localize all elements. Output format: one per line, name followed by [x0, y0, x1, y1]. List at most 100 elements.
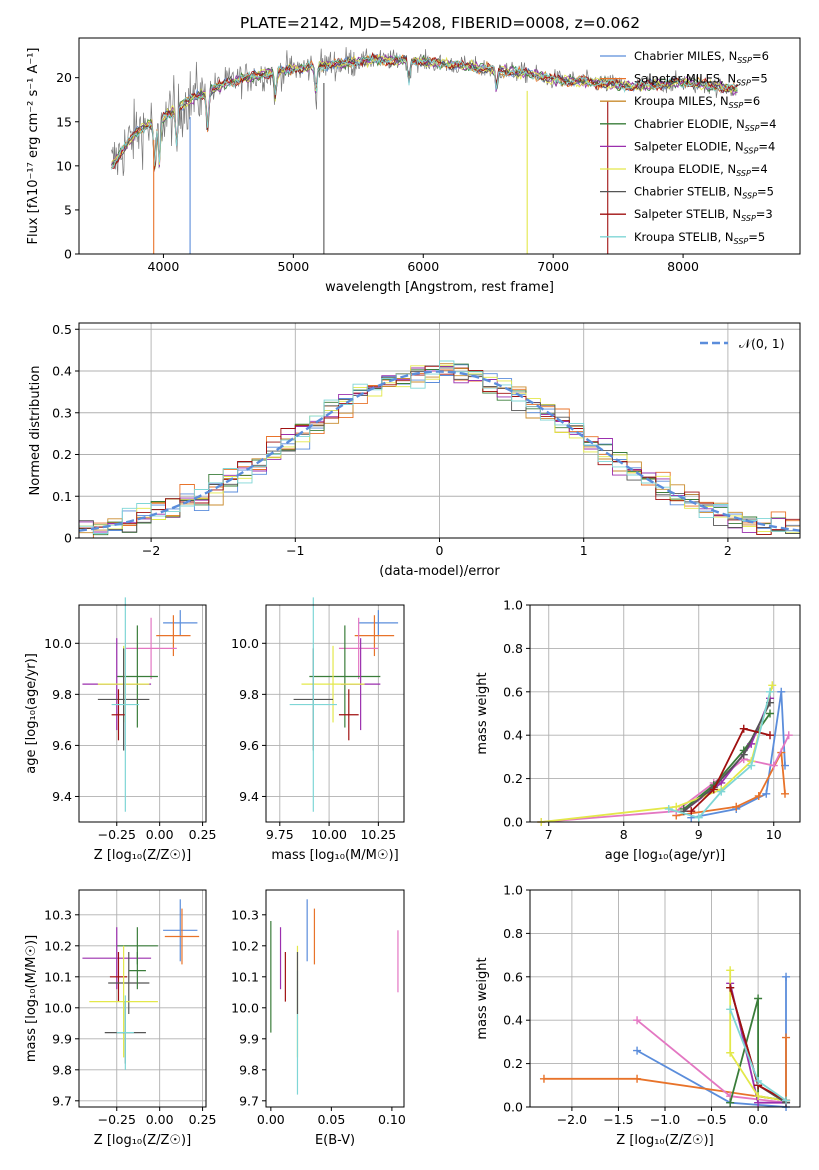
ytick-label: 0.6 — [503, 684, 523, 699]
ytick-label: 10.2 — [44, 938, 72, 953]
xtick-label: −0.25 — [98, 827, 136, 842]
xtick-label: 2 — [724, 543, 732, 558]
weight-line-salpeter-stelib — [690, 727, 771, 812]
weight-marker — [664, 804, 673, 813]
legend-entry: Kroupa MILES, NSSP=6 — [634, 94, 760, 110]
model-line-salpeter-stelib — [111, 51, 738, 170]
ytick-label: 0.0 — [503, 815, 523, 830]
weight-marker — [726, 1098, 735, 1107]
ytick-label: 5 — [64, 202, 72, 217]
ytick-label: 9.8 — [52, 1062, 72, 1077]
histogram-lines — [79, 360, 800, 538]
x-axis-label: (data-model)/error — [379, 564, 500, 579]
xtick-label: 10.25 — [360, 827, 396, 842]
xtick-label: 10.00 — [311, 827, 347, 842]
E-BV-panel: 0.00 0.05 0.10 9.7 9.8 9.9 10.0 10.1 10.2 10.3 E(B… — [231, 889, 406, 1148]
ytick-label: 0.4 — [503, 1013, 523, 1028]
weight-line-chabrier-stelib — [683, 702, 771, 812]
ytick-label: 9.7 — [52, 1093, 72, 1108]
ytick-label: 0.0 — [503, 1100, 523, 1115]
ytick-label: 0.5 — [52, 322, 72, 337]
ytick-label: 9.8 — [239, 687, 259, 702]
weight-marker — [769, 761, 778, 770]
ytick-label: 0 — [64, 247, 72, 262]
ytick-label: 0 — [64, 531, 72, 546]
ytick-label: 10 — [56, 158, 72, 173]
xtick-label: 0.25 — [189, 1112, 217, 1127]
axes-frame — [78, 604, 207, 823]
weight-marker — [781, 789, 789, 798]
weight-line-salpeter-miles — [544, 1037, 787, 1102]
axes-frame — [265, 604, 405, 823]
ytick-label: 0.2 — [503, 771, 523, 786]
weight-marker — [633, 1046, 642, 1055]
ytick-label: 10.0 — [44, 636, 72, 651]
weight-line-salpeter-elodie — [683, 697, 771, 812]
legend-entry: Salpeter ELODIE, NSSP=4 — [634, 139, 775, 155]
ytick-label: 9.6 — [52, 738, 72, 753]
legend-entry: Salpeter MILES, NSSP=5 — [634, 72, 768, 88]
weight-marker — [539, 1074, 548, 1083]
normal-curve — [79, 370, 800, 532]
mass-weight-vs-Z-panel: −2.0 −1.5 −1.0 −0.5 0.0 0.0 0.2 0.4 0.6 0.8 1.0 Z [… — [475, 883, 801, 1148]
spectrum-lines — [111, 47, 738, 254]
x-axis-label: Z [log₁₀(Z/Z☉)] — [616, 1133, 713, 1148]
weight-marker — [782, 1096, 791, 1105]
ytick-label: 9.8 — [239, 1062, 259, 1077]
mass-vs-Z-panel: −0.25 0.00 0.25 9.7 9.8 9.9 10.0 10.1 10.2 10.3 Z … — [24, 889, 217, 1148]
xtick-label: 0.10 — [378, 1112, 406, 1127]
weight-marker — [687, 807, 696, 816]
x-axis-label: E(B-V) — [315, 1133, 355, 1148]
xtick-label: −1 — [286, 543, 304, 558]
xtick-label: 9.75 — [266, 827, 294, 842]
weight-line-kroupa-elodie — [541, 685, 774, 823]
weight-marker — [754, 791, 763, 800]
x-axis-label: Z [log₁₀(Z/Z☉)] — [94, 848, 191, 863]
y-axis-label: Normed distribution — [28, 366, 43, 496]
weight-marker — [726, 966, 735, 975]
xtick-label: 0.0 — [748, 1112, 768, 1127]
weight-marker — [739, 724, 748, 733]
weight-marker — [726, 1005, 735, 1014]
xtick-label: −2 — [142, 543, 160, 558]
legend-entry: Kroupa ELODIE, NSSP=4 — [634, 162, 768, 178]
ytick-label: 0.2 — [503, 1056, 523, 1071]
xtick-label: 0.00 — [146, 827, 174, 842]
y-axis-label: age [log₁₀(age/yr)] — [24, 653, 39, 774]
weight-marker — [709, 785, 718, 794]
xtick-label: 0.00 — [146, 1112, 174, 1127]
legend-entry: Chabrier ELODIE, NSSP=4 — [634, 117, 776, 133]
legend-entry: Chabrier STELIB, NSSP=5 — [634, 185, 774, 201]
weight-marker — [782, 1033, 791, 1042]
x-axis-label: wavelength [Angstrom, rest frame] — [325, 280, 554, 295]
weight-marker — [768, 681, 777, 690]
weight-marker — [672, 802, 681, 811]
weight-marker — [766, 709, 774, 718]
x-axis-label: age [log₁₀(age/yr)] — [605, 848, 726, 863]
weight-marker — [754, 1076, 763, 1085]
legend-entry: Salpeter STELIB, NSSP=3 — [634, 207, 773, 223]
weight-marker — [694, 813, 703, 822]
x-axis-label: mass [log₁₀(M/M☉)] — [271, 848, 398, 863]
xtick-label: −0.5 — [696, 1112, 726, 1127]
xtick-label: 4000 — [148, 259, 180, 274]
ytick-label: 0.4 — [52, 364, 72, 379]
xtick-label: 7 — [545, 827, 553, 842]
xtick-label: 0.25 — [189, 827, 217, 842]
xtick-label: −0.25 — [98, 1112, 136, 1127]
age-vs-mass-panel: 9.75 10.00 10.25 9.4 9.6 9.8 10.0 mass [log₁₀(M… — [231, 597, 405, 863]
mass-weight-vs-age-panel: 7 8 9 10 0.0 0.2 0.4 0.6 0.8 1.0 age [log₁₀(age/yr… — [475, 598, 801, 863]
xtick-label: 10 — [766, 827, 782, 842]
ytick-label: 0.8 — [503, 926, 523, 941]
ytick-label: 10.0 — [231, 1000, 259, 1015]
xtick-label: −1.0 — [650, 1112, 680, 1127]
ytick-label: 9.9 — [239, 1031, 259, 1046]
ytick-label: 10.2 — [231, 938, 259, 953]
figure-title: PLATE=2142, MJD=54208, FIBERID=0008, z=0… — [240, 14, 640, 32]
axes-frame — [265, 889, 405, 1108]
spectrum-panel: 4000 5000 6000 7000 8000 0 5 10 15 20 wavelength [… — [26, 37, 801, 295]
y-axis-label: mass weight — [475, 957, 490, 1039]
weight-marker — [747, 761, 756, 770]
ytick-label: 10.3 — [231, 907, 259, 922]
